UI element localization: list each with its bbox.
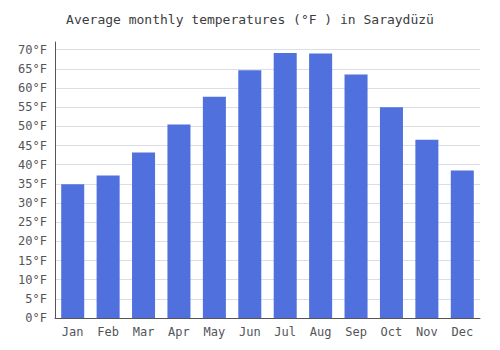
svg-text:65°F: 65°F bbox=[18, 62, 47, 76]
svg-text:15°F: 15°F bbox=[18, 254, 47, 268]
svg-text:Dec: Dec bbox=[451, 325, 473, 339]
svg-text:May: May bbox=[204, 325, 226, 339]
svg-text:30°F: 30°F bbox=[18, 196, 47, 210]
svg-text:25°F: 25°F bbox=[18, 215, 47, 229]
svg-text:40°F: 40°F bbox=[18, 158, 47, 172]
svg-text:Oct: Oct bbox=[381, 325, 403, 339]
svg-text:Feb: Feb bbox=[97, 325, 119, 339]
svg-text:5°F: 5°F bbox=[25, 292, 47, 306]
svg-text:Sep: Sep bbox=[345, 325, 367, 339]
svg-text:Jul: Jul bbox=[274, 325, 296, 339]
svg-text:10°F: 10°F bbox=[18, 273, 47, 287]
svg-text:Average monthly temperatures (: Average monthly temperatures (°F ) in Sa… bbox=[66, 12, 434, 27]
svg-text:Jun: Jun bbox=[239, 325, 261, 339]
svg-text:45°F: 45°F bbox=[18, 139, 47, 153]
svg-text:0°F: 0°F bbox=[25, 311, 47, 325]
svg-text:35°F: 35°F bbox=[18, 177, 47, 191]
svg-text:Apr: Apr bbox=[168, 325, 190, 339]
svg-text:55°F: 55°F bbox=[18, 100, 47, 114]
svg-text:20°F: 20°F bbox=[18, 234, 47, 248]
svg-text:Jan: Jan bbox=[62, 325, 84, 339]
svg-text:50°F: 50°F bbox=[18, 119, 47, 133]
svg-text:Aug: Aug bbox=[310, 325, 332, 339]
svg-text:70°F: 70°F bbox=[18, 43, 47, 57]
svg-text:Mar: Mar bbox=[133, 325, 155, 339]
svg-text:60°F: 60°F bbox=[18, 81, 47, 95]
svg-text:Nov: Nov bbox=[416, 325, 438, 339]
